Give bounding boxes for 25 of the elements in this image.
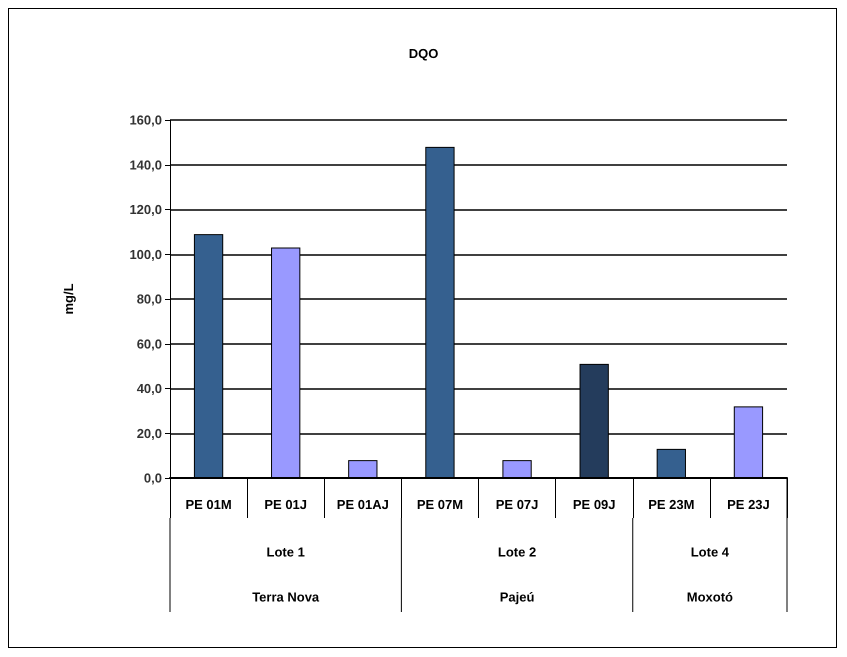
text: Lote 1 <box>266 544 305 560</box>
chart-title: DQO <box>408 46 438 61</box>
y-tick-label: 100,0 <box>129 246 162 262</box>
text: Lote 4 <box>690 544 730 560</box>
y-tick-label: 140,0 <box>129 157 162 172</box>
text: Moxotó <box>686 590 734 604</box>
y-tick-label: 0,0 <box>144 470 162 486</box>
x-tick-label: PE 07M <box>416 497 464 512</box>
y-tick-label: 80,0 <box>136 292 162 306</box>
x-tick-label: PE 07J <box>496 497 538 512</box>
x-tick-label: PE 09J <box>572 497 616 512</box>
y-axis-title: mg/L <box>61 283 76 315</box>
y-tick-label: 120,0 <box>129 202 162 217</box>
text: Terra Nova <box>252 590 320 604</box>
y-tick-label: 160,0 <box>129 112 162 128</box>
x-tick-label: PE 23M <box>648 497 694 512</box>
text: Lote 2 <box>498 544 536 560</box>
x-tick-label: PE 01AJ <box>336 497 389 512</box>
x-tick-label: PE 01J <box>264 497 308 512</box>
y-tick-label: 60,0 <box>136 336 162 352</box>
y-tick-label: 40,0 <box>136 381 162 396</box>
y-tick-label: 20,0 <box>136 426 162 441</box>
x-tick-label: PE 01M <box>185 497 232 512</box>
text: Pajeú <box>500 590 534 604</box>
x-tick-label: PE 23J <box>727 497 770 512</box>
